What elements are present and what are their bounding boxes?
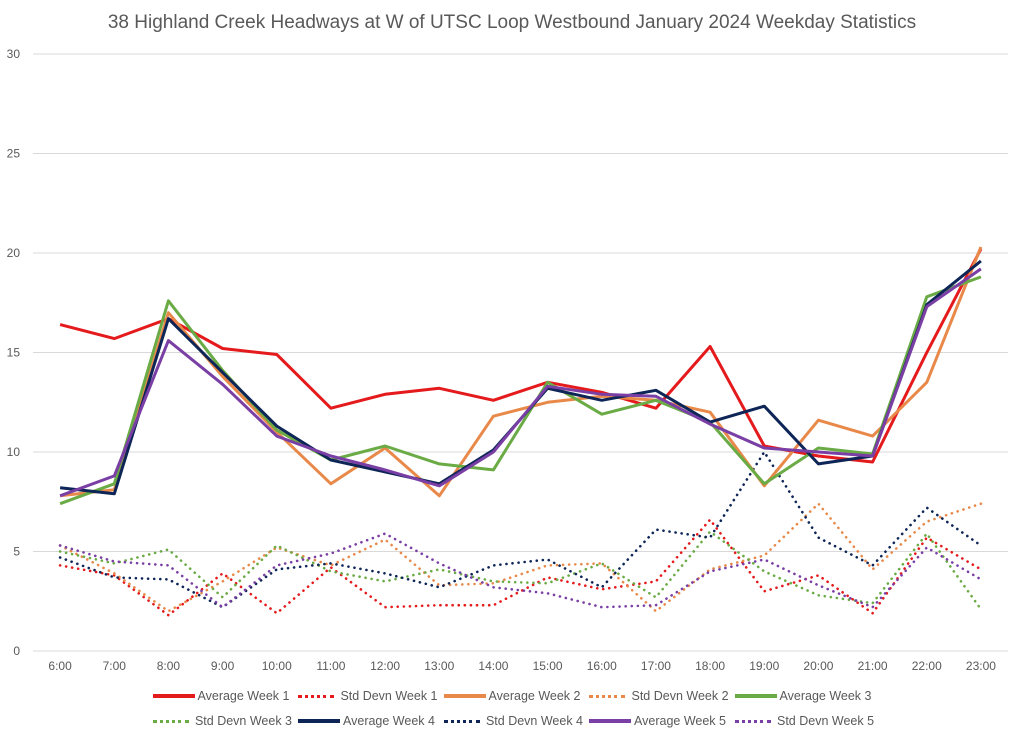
legend-label: Std Devn Week 2 bbox=[631, 689, 729, 703]
legend-item: Std Devn Week 1 bbox=[295, 689, 438, 703]
dotted-line-swatch-icon bbox=[298, 694, 335, 698]
legend-label: Average Week 5 bbox=[634, 714, 726, 728]
x-tick-label: 11:00 bbox=[316, 659, 345, 673]
series-line-average-week-4 bbox=[59, 259, 982, 496]
legend-item: Average Week 1 bbox=[152, 689, 290, 703]
series-line-std-devn-week-2 bbox=[58, 502, 983, 613]
dotted-line-swatch-icon bbox=[443, 719, 480, 723]
series-line-std-devn-week-5 bbox=[58, 532, 983, 609]
series-line-average-week-3 bbox=[59, 275, 982, 506]
solid-line-swatch-icon bbox=[734, 694, 777, 698]
legend-label: Std Devn Week 4 bbox=[485, 714, 584, 728]
legend-item: Average Week 4 bbox=[298, 714, 435, 728]
x-tick-label: 6:00 bbox=[48, 659, 72, 673]
legend-row-2: Std Devn Week 3 Average Week 4 Std Devn We… bbox=[0, 714, 1024, 728]
x-tick-label: 18:00 bbox=[695, 659, 725, 673]
x-tick-label: 16:00 bbox=[587, 659, 617, 673]
legend-item: Average Week 2 bbox=[443, 689, 581, 703]
x-tick-label: 10:00 bbox=[262, 659, 292, 673]
x-tick-label: 13:00 bbox=[424, 659, 454, 673]
series-line-average-week-5 bbox=[59, 267, 982, 498]
x-tick-label: 17:00 bbox=[641, 659, 671, 673]
series-line-average-week-1 bbox=[59, 248, 983, 464]
x-tick-label: 21:00 bbox=[858, 659, 888, 673]
y-tick-label: 0 bbox=[13, 644, 20, 658]
x-tick-label: 8:00 bbox=[157, 659, 181, 673]
solid-line-swatch-icon bbox=[152, 694, 195, 698]
solid-line-swatch-icon bbox=[443, 694, 486, 698]
dotted-line-swatch-icon bbox=[589, 694, 626, 698]
y-tick-label: 30 bbox=[7, 47, 21, 61]
x-tick-label: 12:00 bbox=[370, 659, 400, 673]
x-tick-label: 14:00 bbox=[478, 659, 508, 673]
legend-label: Std Devn Week 3 bbox=[194, 714, 292, 728]
x-tick-label: 15:00 bbox=[533, 659, 563, 673]
legend-item: Std Devn Week 2 bbox=[586, 689, 729, 703]
y-tick-label: 25 bbox=[7, 147, 21, 161]
series-line-average-week-2 bbox=[59, 246, 983, 498]
legend-row-1: Average Week 1 Std Devn Week 1 Average Wee… bbox=[0, 689, 1024, 703]
series-line-std-devn-week-1 bbox=[58, 518, 983, 617]
legend-item: Std Devn Week 3 bbox=[150, 714, 292, 728]
x-tick-label: 20:00 bbox=[803, 659, 833, 673]
dotted-line-swatch-icon bbox=[734, 719, 771, 723]
legend-item: Average Week 5 bbox=[589, 714, 726, 728]
solid-line-swatch-icon bbox=[298, 719, 340, 723]
x-tick-label: 9:00 bbox=[211, 659, 235, 673]
dotted-line-swatch-icon bbox=[152, 719, 189, 723]
y-tick-label: 10 bbox=[7, 445, 21, 459]
y-tick-label: 15 bbox=[7, 346, 21, 360]
legend-label: Average Week 1 bbox=[197, 689, 290, 703]
legend-item: Average Week 3 bbox=[734, 689, 872, 703]
legend-label: Average Week 2 bbox=[488, 689, 581, 703]
y-tick-label: 5 bbox=[13, 545, 20, 559]
legend-item: Std Devn Week 5 bbox=[732, 714, 874, 728]
series-line-std-devn-week-4 bbox=[58, 450, 983, 609]
y-axis-tick-labels: 0 5 10 15 20 25 30 bbox=[7, 47, 21, 658]
legend-label: Std Devn Week 1 bbox=[340, 689, 438, 703]
x-tick-label: 19:00 bbox=[749, 659, 779, 673]
solid-line-swatch-icon bbox=[589, 719, 632, 723]
x-tick-label: 7:00 bbox=[103, 659, 127, 673]
x-tick-label: 23:00 bbox=[966, 659, 996, 673]
series-line-std-devn-week-3 bbox=[58, 530, 983, 611]
legend-label: Average Week 4 bbox=[343, 714, 435, 728]
series-lines bbox=[58, 246, 983, 617]
legend-label: Std Devn Week 5 bbox=[776, 714, 875, 728]
x-axis-tick-labels: 6:00 7:00 8:00 9:00 10:00 11:00 12:00 13:00 14:0… bbox=[48, 659, 996, 673]
legend-item: Std Devn Week 4 bbox=[441, 714, 583, 728]
chart-title: 38 Highland Creek Headways at W of UTSC … bbox=[107, 12, 917, 33]
legend-label: Average Week 3 bbox=[779, 689, 872, 703]
gridlines bbox=[33, 53, 1008, 652]
y-tick-label: 20 bbox=[7, 246, 21, 260]
x-tick-label: 22:00 bbox=[912, 659, 942, 673]
